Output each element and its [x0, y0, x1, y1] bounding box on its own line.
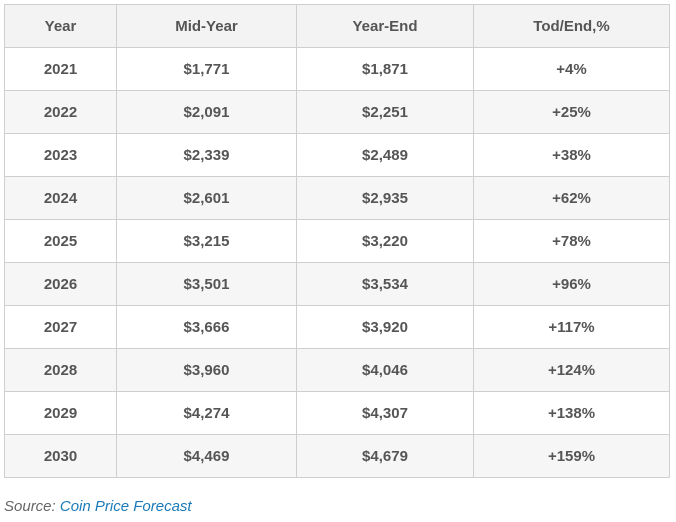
table-row: 2021 $1,771 $1,871 +4% — [4, 47, 670, 91]
table-row: 2023 $2,339 $2,489 +38% — [4, 133, 670, 177]
table-row: 2029 $4,274 $4,307 +138% — [4, 391, 670, 435]
cell-year-end: $2,489 — [296, 133, 474, 177]
cell-year-end: $1,871 — [296, 47, 474, 91]
cell-mid-year: $3,501 — [116, 262, 297, 306]
header-year-end: Year-End — [296, 4, 474, 48]
table-row: 2025 $3,215 $3,220 +78% — [4, 219, 670, 263]
table-row: 2022 $2,091 $2,251 +25% — [4, 90, 670, 134]
cell-change-percent: +117% — [473, 305, 670, 349]
cell-mid-year: $4,469 — [116, 434, 297, 478]
cell-year: 2024 — [4, 176, 117, 220]
cell-mid-year: $3,215 — [116, 219, 297, 263]
source-link[interactable]: Coin Price Forecast — [59, 498, 192, 515]
cell-change-percent: +78% — [473, 219, 670, 263]
cell-year-end: $2,935 — [296, 176, 474, 220]
table-header-row: Year Mid-Year Year-End Tod/End,% — [4, 4, 670, 48]
cell-mid-year: $3,960 — [116, 348, 297, 392]
cell-change-percent: +4% — [473, 47, 670, 91]
header-change-percent: Tod/End,% — [473, 4, 670, 48]
cell-year-end: $3,920 — [296, 305, 474, 349]
cell-year: 2029 — [4, 391, 117, 435]
table-row: 2027 $3,666 $3,920 +117% — [4, 305, 670, 349]
cell-year: 2030 — [4, 434, 117, 478]
cell-change-percent: +38% — [473, 133, 670, 177]
source-prefix: Source: — [4, 498, 56, 515]
cell-year: 2028 — [4, 348, 117, 392]
cell-year: 2021 — [4, 47, 117, 91]
cell-year-end: $3,220 — [296, 219, 474, 263]
cell-mid-year: $3,666 — [116, 305, 297, 349]
cell-year: 2022 — [4, 90, 117, 134]
source-caption: Source: Coin Price Forecast — [4, 498, 192, 515]
cell-change-percent: +25% — [473, 90, 670, 134]
cell-year-end: $2,251 — [296, 90, 474, 134]
cell-mid-year: $2,091 — [116, 90, 297, 134]
cell-year: 2026 — [4, 262, 117, 306]
forecast-table: Year Mid-Year Year-End Tod/End,% 2021 $1… — [4, 4, 670, 478]
cell-year: 2027 — [4, 305, 117, 349]
cell-mid-year: $2,339 — [116, 133, 297, 177]
cell-year-end: $4,307 — [296, 391, 474, 435]
cell-mid-year: $2,601 — [116, 176, 297, 220]
table-row: 2024 $2,601 $2,935 +62% — [4, 176, 670, 220]
forecast-table-container: Year Mid-Year Year-End Tod/End,% 2021 $1… — [4, 4, 670, 478]
cell-year-end: $3,534 — [296, 262, 474, 306]
header-year: Year — [4, 4, 117, 48]
table-row: 2026 $3,501 $3,534 +96% — [4, 262, 670, 306]
cell-year: 2025 — [4, 219, 117, 263]
cell-year: 2023 — [4, 133, 117, 177]
cell-change-percent: +96% — [473, 262, 670, 306]
cell-change-percent: +62% — [473, 176, 670, 220]
cell-change-percent: +124% — [473, 348, 670, 392]
cell-year-end: $4,046 — [296, 348, 474, 392]
cell-change-percent: +138% — [473, 391, 670, 435]
header-mid-year: Mid-Year — [116, 4, 297, 48]
table-row: 2030 $4,469 $4,679 +159% — [4, 434, 670, 478]
table-row: 2028 $3,960 $4,046 +124% — [4, 348, 670, 392]
cell-year-end: $4,679 — [296, 434, 474, 478]
cell-mid-year: $4,274 — [116, 391, 297, 435]
cell-mid-year: $1,771 — [116, 47, 297, 91]
cell-change-percent: +159% — [473, 434, 670, 478]
